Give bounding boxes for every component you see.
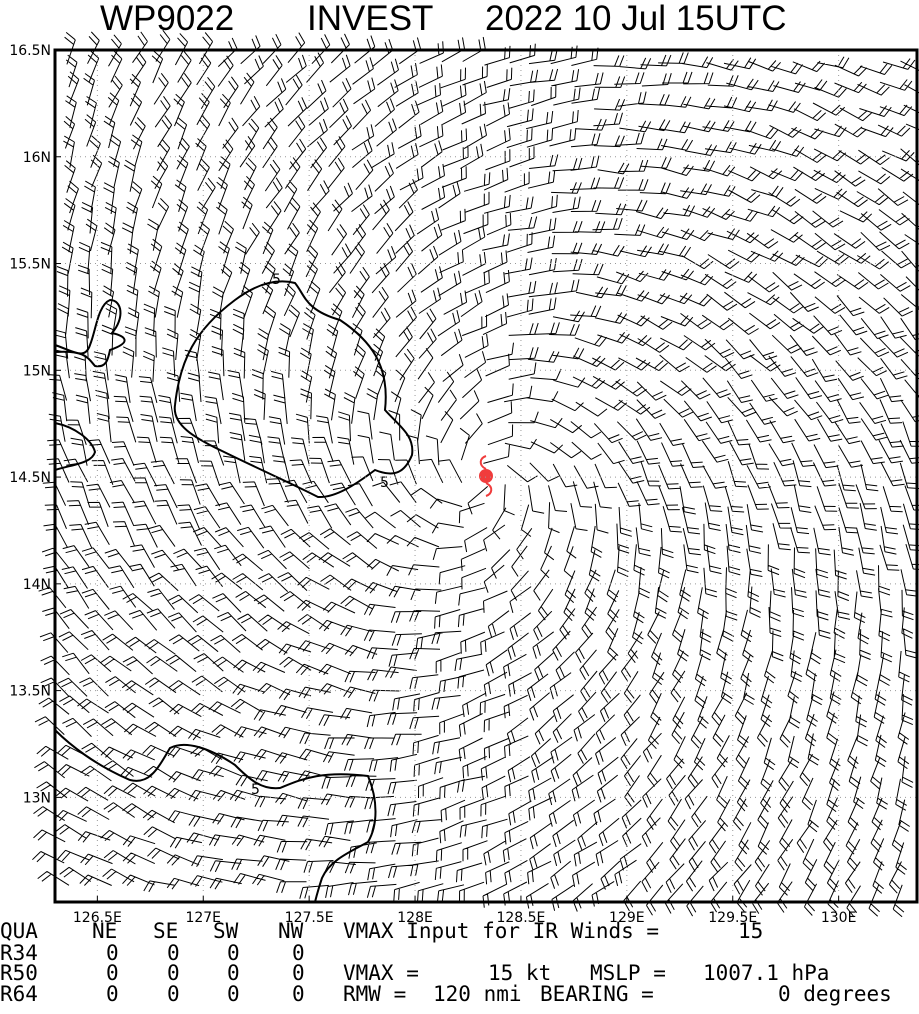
lon-tick-label: 130E: [821, 910, 857, 926]
table-cell: R50: [0, 961, 38, 985]
storm-symbol: [479, 455, 493, 497]
lon-tick-label: 126.5E: [73, 910, 122, 926]
lat-tick-label: 13.5N: [9, 684, 51, 700]
table-cell: 0: [292, 961, 305, 985]
lon-tick-label: 127.5E: [285, 910, 334, 926]
time: 2022 10 Jul 15UTC: [485, 0, 787, 38]
lat-tick-label: 16.5N: [9, 43, 51, 59]
lon-tick-label: 128E: [397, 910, 433, 926]
table-cell: 0: [227, 961, 240, 985]
info-rmw: 120 nmi: [433, 982, 522, 1006]
table-header: NW: [278, 919, 304, 943]
table-header: QUA: [0, 919, 38, 943]
contour-label: 5: [251, 782, 260, 798]
table-header: NE: [92, 919, 117, 943]
contour-label: 5: [380, 475, 389, 491]
table-cell: 0: [106, 941, 119, 965]
table-cell: 0: [227, 982, 240, 1006]
contour: [54, 298, 126, 368]
info-mslp-label: MSLP =: [590, 961, 666, 985]
lat-tick-label: 16N: [23, 150, 51, 166]
lat-tick-label: 13N: [23, 790, 51, 806]
lon-tick-label: 129.5E: [708, 910, 757, 926]
table-cell: 0: [292, 941, 305, 965]
table-header: SW: [213, 919, 239, 943]
table-cell: 0: [167, 941, 180, 965]
table-cell: 0: [106, 982, 119, 1006]
lat-tick-label: 14.5N: [9, 470, 51, 486]
contour: [54, 729, 377, 903]
contour: [54, 422, 97, 471]
info-vmax: 15 kt: [488, 961, 551, 985]
map-frame: [53, 48, 919, 904]
info-bearing-label: BEARING =: [540, 982, 654, 1006]
lat-tick-label: 15N: [23, 363, 51, 379]
table-cell: 0: [167, 982, 180, 1006]
info-vmax-input-label: VMAX Input for IR Winds =: [343, 919, 659, 943]
storm-type: INVEST: [307, 0, 433, 38]
info-bearing: 0 degrees: [778, 982, 892, 1006]
lon-tick-label: 129E: [609, 910, 645, 926]
table-cell: R34: [0, 941, 38, 965]
table-cell: R64: [0, 982, 38, 1006]
contour: [173, 280, 414, 499]
lat-tick-label: 14N: [23, 577, 51, 593]
table-cell: 0: [292, 982, 305, 1006]
table-header: SE: [153, 919, 178, 943]
lon-tick-label: 128.5E: [496, 910, 545, 926]
info-vmax-input: 15: [738, 919, 763, 943]
wind-barbs: [32, 29, 919, 918]
contour-label: 5: [272, 272, 281, 288]
table-cell: 0: [106, 961, 119, 985]
info-vmax-label: VMAX =: [343, 961, 419, 985]
info-rmw-label: RMW =: [343, 982, 406, 1006]
storm-id: WP9022: [100, 0, 234, 38]
table-cell: 0: [227, 941, 240, 965]
lon-tick-label: 127E: [185, 910, 221, 926]
lat-tick-label: 15.5N: [9, 257, 51, 273]
info-mslp: 1007.1 hPa: [703, 961, 829, 985]
table-cell: 0: [167, 961, 180, 985]
